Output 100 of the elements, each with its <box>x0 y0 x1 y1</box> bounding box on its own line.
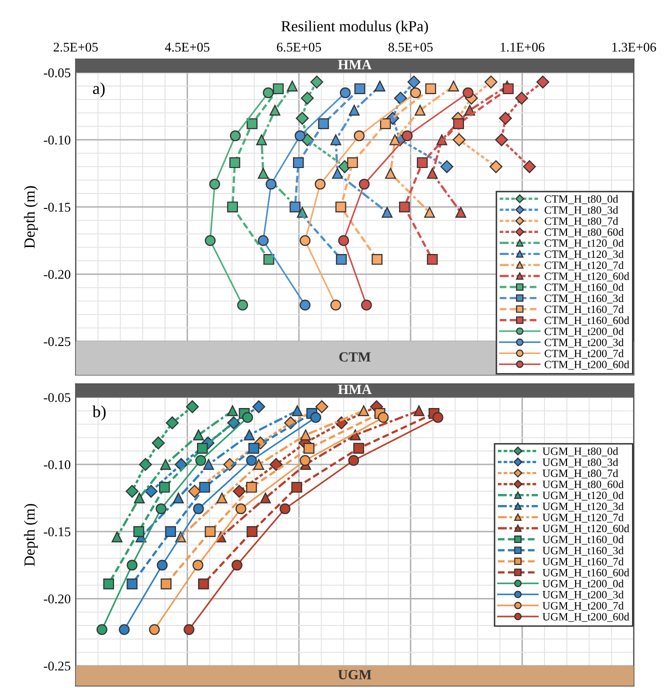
point <box>199 482 210 493</box>
legend-label: CTM_H_t120_7d <box>544 261 624 270</box>
band-label: HMA <box>338 60 372 70</box>
x-tick-label: 1.1E+06 <box>500 42 544 52</box>
legend-label: UGM_H_t120_60d <box>542 524 630 534</box>
legend-label: CTM_H_t120_3d <box>544 250 624 260</box>
point <box>144 484 158 498</box>
y-axis-title: Depth (m) <box>24 186 38 248</box>
point <box>266 178 276 190</box>
point <box>452 133 466 146</box>
legend-label: UGM_H_t120_3d <box>542 502 624 512</box>
point <box>198 578 209 590</box>
point <box>310 412 322 423</box>
point <box>112 532 122 542</box>
point <box>499 112 512 125</box>
x-axis-title: Resilient modulus (kPa) <box>281 20 428 34</box>
y-tick-label: -0.15 <box>44 527 70 536</box>
point <box>426 168 438 179</box>
point <box>523 160 536 174</box>
legend-label: UGM_H_t120_0d <box>542 491 624 500</box>
point <box>156 503 167 514</box>
point <box>126 560 138 571</box>
point <box>262 87 274 98</box>
y-tick-label: -0.05 <box>44 68 70 78</box>
point <box>424 206 435 218</box>
point <box>272 83 284 94</box>
point <box>300 92 314 105</box>
legend-label: UGM_H_t120_7d <box>542 513 624 523</box>
point <box>195 455 206 466</box>
point <box>204 526 216 537</box>
legend-label: CTM_H_t160_7d <box>544 305 624 314</box>
point <box>227 405 238 416</box>
point <box>166 416 179 430</box>
y-tick-label: -0.05 <box>44 393 70 402</box>
point <box>290 202 300 212</box>
point <box>126 578 138 590</box>
y-axis-title: Depth (m) <box>24 504 38 566</box>
point <box>416 157 428 168</box>
point <box>361 300 372 310</box>
y-tick-label: -0.25 <box>44 337 70 346</box>
point <box>372 254 383 265</box>
point <box>160 578 172 590</box>
annotation: a) <box>93 82 105 98</box>
point <box>258 235 269 246</box>
point <box>139 458 152 471</box>
x-tick-label: 1.3E+06 <box>612 42 656 52</box>
point <box>286 80 298 92</box>
point <box>495 133 508 146</box>
point <box>414 405 424 416</box>
point <box>258 168 269 179</box>
point <box>347 157 358 168</box>
point <box>490 160 502 174</box>
legend-label: CTM_H_t200_0d <box>544 327 624 336</box>
point <box>440 160 454 174</box>
point <box>159 482 170 493</box>
point <box>380 118 391 130</box>
y-tick-label: -0.15 <box>44 202 70 212</box>
point <box>425 83 436 94</box>
point <box>133 526 144 537</box>
point <box>515 92 528 105</box>
point <box>394 92 407 105</box>
point <box>232 560 242 571</box>
point <box>244 430 255 440</box>
point <box>378 412 389 423</box>
point <box>348 104 360 116</box>
annotation: b) <box>92 406 106 421</box>
point <box>103 578 114 590</box>
point <box>270 458 283 471</box>
point <box>330 300 342 310</box>
point <box>455 206 466 218</box>
point <box>453 118 464 130</box>
point <box>209 178 220 190</box>
legend-label: UGM_H_t160_60d <box>542 568 630 578</box>
point <box>235 503 246 514</box>
point <box>237 300 248 310</box>
point <box>126 484 139 498</box>
point <box>165 526 176 537</box>
point <box>300 235 311 246</box>
x-tick-label: 8.5E+05 <box>388 42 433 52</box>
x-tick-label: 6.5E+05 <box>276 42 322 52</box>
point <box>385 168 396 179</box>
legend-label: UGM_H_t80_3d <box>542 458 618 468</box>
point <box>263 254 274 265</box>
point <box>374 80 386 92</box>
point <box>192 560 204 571</box>
y-tick-label: -0.10 <box>44 136 70 145</box>
band-label: CTM <box>339 352 371 362</box>
point <box>246 482 257 493</box>
y-tick-label: -0.10 <box>44 460 70 470</box>
point <box>134 492 145 504</box>
point <box>314 178 326 190</box>
point <box>310 76 324 88</box>
point <box>188 484 202 498</box>
point <box>256 134 267 146</box>
point <box>148 624 160 635</box>
point <box>414 104 426 116</box>
band-label: UGM <box>338 670 372 680</box>
point <box>410 87 422 98</box>
point <box>399 202 410 212</box>
point <box>203 459 214 470</box>
